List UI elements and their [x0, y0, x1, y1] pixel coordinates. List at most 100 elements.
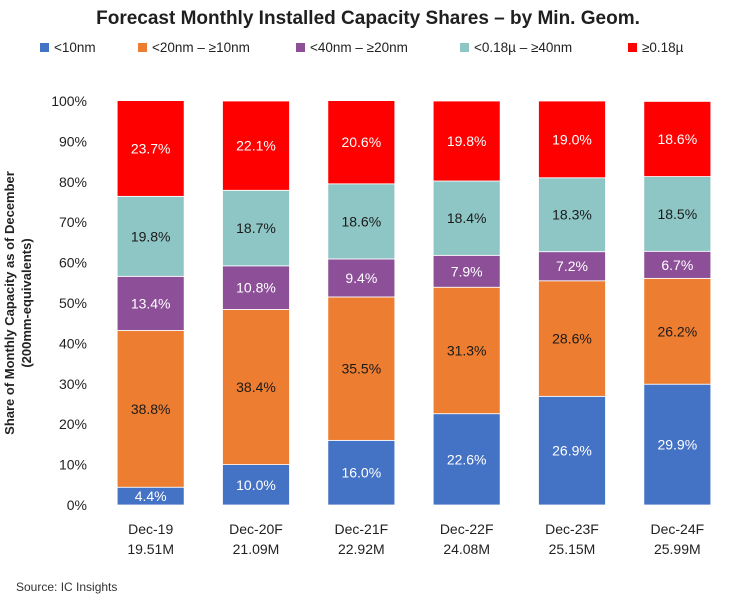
x-tick-label: Dec-23F [545, 521, 599, 537]
legend-item: <20nm – ≥10nm [138, 40, 250, 55]
bar-segment [327, 258, 396, 298]
data-label: 13.4% [131, 295, 171, 311]
y-tick-label: 50% [59, 295, 87, 311]
data-label: 16.0% [341, 465, 381, 481]
legend-swatch [296, 43, 305, 52]
data-label: 26.2% [657, 323, 697, 339]
legend-label: <20nm – ≥10nm [152, 40, 250, 55]
bar-segment [222, 100, 290, 191]
y-tick-label: 90% [59, 133, 87, 149]
legend-swatch [628, 43, 637, 52]
data-label: 29.9% [657, 437, 697, 453]
bar-stack: 29.9% 26.2% 6.7% 18.5% 18.6% [643, 101, 712, 506]
bar-segment [643, 176, 712, 252]
data-label: 31.3% [447, 342, 487, 358]
bar-stack: 4.4% 38.8% 13.4% 19.8% 23.7% [116, 100, 185, 506]
data-label: 28.6% [552, 331, 592, 347]
data-label: 6.7% [661, 257, 693, 273]
x-tick-sublabel: 25.15M [549, 541, 596, 557]
y-tick-label: 30% [59, 376, 87, 392]
y-axis-label-line-1: Share of Monthly Capacity as of December [2, 171, 17, 435]
data-label: 19.0% [552, 131, 592, 147]
data-label: 18.5% [657, 206, 697, 222]
bar-segment [432, 254, 501, 288]
bar-segment [432, 413, 501, 506]
x-tick-sublabel: 25.99M [654, 541, 701, 557]
data-label: 20.6% [341, 134, 381, 150]
bar-segment [222, 265, 290, 310]
data-label: 19.8% [447, 133, 487, 149]
x-axis-ticks: Dec-19 19.51M Dec-20F 21.09M Dec-21F 22.92M De… [127, 521, 704, 557]
y-tick-label: 10% [59, 457, 87, 473]
data-label: 7.9% [451, 263, 483, 279]
data-label: 19.8% [131, 228, 171, 244]
bar-segment [327, 296, 396, 441]
y-axis-label-line-2: (200mm-equivalents) [19, 238, 34, 367]
y-tick-label: 20% [59, 416, 87, 432]
data-label: 26.9% [552, 443, 592, 459]
y-axis-ticks: 0% 10% 20% 30% 40% 50% 60% 70% 80% 90% 100% [51, 93, 87, 513]
y-tick-label: 100% [51, 93, 87, 109]
y-axis-label: Share of Monthly Capacity as of December… [2, 171, 34, 435]
bar-segment [432, 286, 501, 415]
chart-title: Forecast Monthly Installed Capacity Shar… [96, 8, 640, 29]
data-label: 10.0% [236, 477, 276, 493]
data-label: 9.4% [345, 270, 377, 286]
data-label: 35.5% [341, 361, 381, 377]
bar-stack: 10.0% 38.4% 10.8% 18.7% 22.1% [222, 100, 290, 506]
x-tick-label: Dec-19 [128, 521, 173, 537]
bar-segment [432, 180, 501, 256]
source-note: Source: IC Insights [16, 580, 117, 594]
legend-item: <10nm [40, 40, 96, 55]
bar-segment [538, 100, 606, 179]
bar-segment [222, 189, 290, 267]
bar-segment [538, 395, 606, 506]
y-tick-label: 60% [59, 255, 87, 271]
y-tick-label: 70% [59, 214, 87, 230]
data-label: 4.4% [135, 488, 167, 504]
bars: 4.4% 38.8% 13.4% 19.8% 23.7% 10.0% 38.4% 10.8% 1… [116, 100, 712, 506]
legend-label: <40nm – ≥20nm [310, 40, 408, 55]
legend-item: <0.18µ – ≥40nm [460, 40, 572, 55]
y-tick-label: 0% [67, 497, 87, 513]
data-label: 38.4% [236, 379, 276, 395]
legend-label: <0.18µ – ≥40nm [474, 40, 572, 55]
x-tick-label: Dec-20F [229, 521, 283, 537]
data-label: 38.8% [131, 401, 171, 417]
x-tick-label: Dec-22F [440, 521, 494, 537]
bar-segment [116, 100, 185, 197]
legend: <10nm <20nm – ≥10nm <40nm – ≥20nm <0.18µ – … [40, 40, 684, 55]
bar-segment [538, 280, 606, 397]
bar-segment [327, 100, 396, 185]
bar-stack: 26.9% 28.6% 7.2% 18.3% 19.0% [538, 100, 606, 506]
data-label: 18.6% [657, 131, 697, 147]
y-tick-label: 40% [59, 335, 87, 351]
y-tick-label: 80% [59, 174, 87, 190]
bar-segment [643, 277, 712, 385]
data-label: 18.7% [236, 220, 276, 236]
data-label: 18.6% [341, 213, 381, 229]
legend-swatch [138, 43, 147, 52]
bar-segment [643, 101, 712, 177]
bar-segment [432, 100, 501, 182]
x-tick-label: Dec-21F [334, 521, 388, 537]
x-tick-sublabel: 24.08M [443, 541, 490, 557]
bar-segment [116, 330, 185, 488]
bar-segment [222, 464, 290, 506]
x-tick-sublabel: 21.09M [233, 541, 280, 557]
legend-swatch [40, 43, 49, 52]
data-label: 22.6% [447, 451, 487, 467]
bar-stack: 22.6% 31.3% 7.9% 18.4% 19.8% [432, 100, 501, 506]
x-tick-sublabel: 19.51M [127, 541, 174, 557]
bar-stack: 16.0% 35.5% 9.4% 18.6% 20.6% [327, 100, 396, 506]
legend-item: <40nm – ≥20nm [296, 40, 408, 55]
data-label: 23.7% [131, 140, 171, 156]
data-label: 7.2% [556, 258, 588, 274]
data-label: 10.8% [236, 280, 276, 296]
bar-segment [538, 251, 606, 282]
legend-label: ≥0.18µ [642, 40, 684, 55]
legend-swatch [460, 43, 469, 52]
bar-segment [116, 195, 185, 277]
